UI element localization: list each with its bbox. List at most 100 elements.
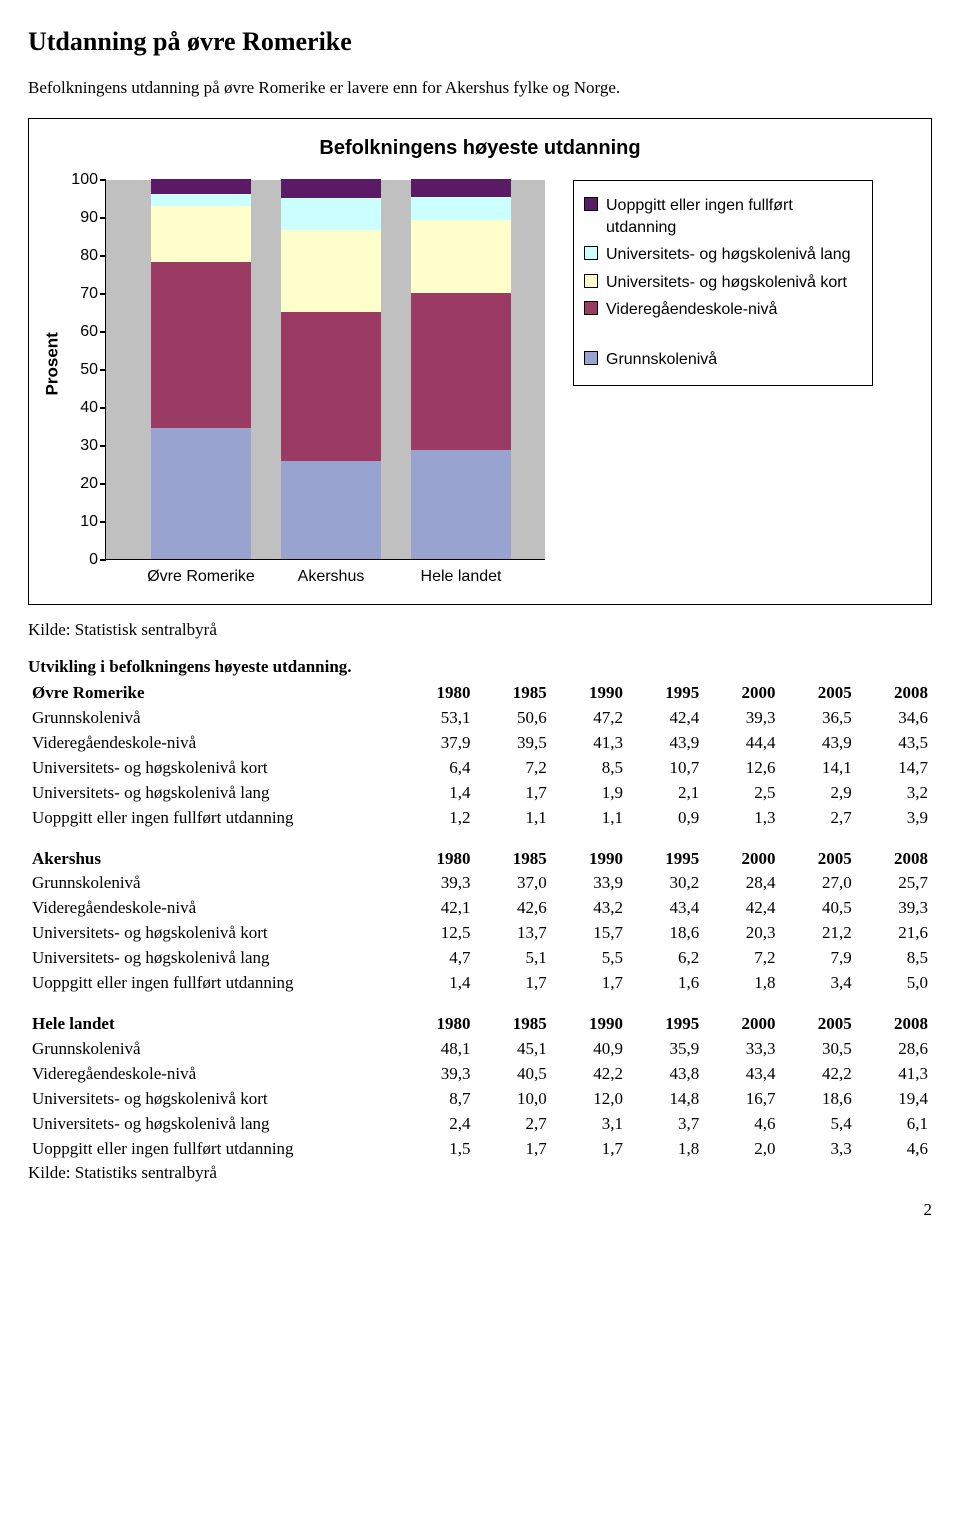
legend-item: Universitets- og høgskolenivå kort: [584, 272, 862, 294]
cell: 39,5: [475, 731, 551, 756]
row-label: Videregåendeskole-nivå: [28, 731, 398, 756]
bar-segment: [281, 179, 381, 198]
cell: 42,4: [703, 896, 779, 921]
cell: 50,6: [475, 706, 551, 731]
xtick-label: Hele landet: [421, 566, 502, 588]
cell: 40,5: [475, 1062, 551, 1087]
row-label: Uoppgitt eller ingen fullført utdanning: [28, 806, 398, 831]
table-year-header: 1985: [475, 1012, 551, 1037]
ytick-label: 60: [66, 321, 98, 343]
row-label: Universitets- og høgskolenivå lang: [28, 1112, 398, 1137]
cell: 39,3: [703, 706, 779, 731]
bar-segment: [411, 450, 511, 559]
table-row: Videregåendeskole-nivå42,142,643,243,442…: [28, 896, 932, 921]
bar-segment: [281, 198, 381, 230]
cell: 2,7: [475, 1112, 551, 1137]
cell: 43,2: [551, 896, 627, 921]
ytick: [100, 445, 106, 447]
table-row: Universitets- og høgskolenivå lang2,42,7…: [28, 1112, 932, 1137]
table-year-header: 1985: [475, 681, 551, 706]
cell: 6,1: [856, 1112, 932, 1137]
cell: 1,4: [398, 971, 474, 996]
ytick: [100, 217, 106, 219]
cell: 12,0: [551, 1087, 627, 1112]
cell: 4,6: [703, 1112, 779, 1137]
cell: 1,3: [703, 806, 779, 831]
cell: 12,5: [398, 921, 474, 946]
cell: 12,6: [703, 756, 779, 781]
table-year-header: 1980: [398, 847, 474, 872]
cell: 41,3: [856, 1062, 932, 1087]
ytick: [100, 521, 106, 523]
row-label: Uoppgitt eller ingen fullført utdanning: [28, 1137, 398, 1162]
row-label: Uoppgitt eller ingen fullført utdanning: [28, 971, 398, 996]
cell: 5,1: [475, 946, 551, 971]
cell: 1,7: [475, 971, 551, 996]
row-label: Universitets- og høgskolenivå kort: [28, 921, 398, 946]
cell: 27,0: [779, 871, 855, 896]
table-row: Grunnskolenivå39,337,033,930,228,427,025…: [28, 871, 932, 896]
cell: 41,3: [551, 731, 627, 756]
row-label: Universitets- og høgskolenivå lang: [28, 946, 398, 971]
bar: [411, 179, 511, 559]
cell: 53,1: [398, 706, 474, 731]
ytick: [100, 369, 106, 371]
table-group-name: Akershus: [28, 847, 398, 872]
row-label: Grunnskolenivå: [28, 871, 398, 896]
cell: 30,2: [627, 871, 703, 896]
cell: 42,2: [779, 1062, 855, 1087]
table-row: Videregåendeskole-nivå37,939,541,343,944…: [28, 731, 932, 756]
ytick: [100, 331, 106, 333]
ytick-label: 20: [66, 473, 98, 495]
bar-segment: [151, 262, 251, 427]
table-year-header: 1995: [627, 681, 703, 706]
ytick: [100, 179, 106, 181]
cell: 1,7: [475, 781, 551, 806]
data-table: Hele landet1980198519901995200020052008G…: [28, 1012, 932, 1162]
cell: 28,6: [856, 1037, 932, 1062]
cell: 4,7: [398, 946, 474, 971]
cell: 25,7: [856, 871, 932, 896]
cell: 47,2: [551, 706, 627, 731]
cell: 1,4: [398, 781, 474, 806]
legend-swatch: [584, 274, 598, 288]
cell: 16,7: [703, 1087, 779, 1112]
table-year-header: 2000: [703, 1012, 779, 1037]
ytick-label: 100: [66, 169, 98, 191]
cell: 0,9: [627, 806, 703, 831]
cell: 43,9: [779, 731, 855, 756]
cell: 4,6: [856, 1137, 932, 1162]
cell: 3,4: [779, 971, 855, 996]
cell: 7,9: [779, 946, 855, 971]
table-year-header: 1985: [475, 847, 551, 872]
table-group-name: Øvre Romerike: [28, 681, 398, 706]
bar-segment: [151, 194, 251, 206]
cell: 14,7: [856, 756, 932, 781]
table-row: Uoppgitt eller ingen fullført utdanning 1…: [28, 1137, 932, 1162]
page-title: Utdanning på øvre Romerike: [28, 24, 932, 59]
cell: 45,1: [475, 1037, 551, 1062]
bar-segment: [151, 428, 251, 559]
cell: 43,4: [627, 896, 703, 921]
legend-item: Universitets- og høgskolenivå lang: [584, 244, 862, 266]
page-number: 2: [28, 1199, 932, 1222]
data-table: Øvre Romerike198019851990199520002005200…: [28, 681, 932, 831]
legend-swatch: [584, 246, 598, 260]
bar: [151, 179, 251, 559]
row-label: Universitets- og høgskolenivå lang: [28, 781, 398, 806]
cell: 28,4: [703, 871, 779, 896]
bar-segment: [411, 197, 511, 220]
cell: 19,4: [856, 1087, 932, 1112]
cell: 1,8: [627, 1137, 703, 1162]
xtick-label: Øvre Romerike: [147, 566, 255, 588]
ytick-label: 70: [66, 283, 98, 305]
intro-paragraph: Befolkningens utdanning på øvre Romerike…: [28, 77, 932, 100]
cell: 13,7: [475, 921, 551, 946]
cell: 20,3: [703, 921, 779, 946]
cell: 1,1: [551, 806, 627, 831]
cell: 1,7: [551, 1137, 627, 1162]
cell: 7,2: [475, 756, 551, 781]
cell: 8,5: [551, 756, 627, 781]
cell: 21,6: [856, 921, 932, 946]
legend-item: Uoppgitt eller ingen fullført utdanning: [584, 195, 862, 238]
